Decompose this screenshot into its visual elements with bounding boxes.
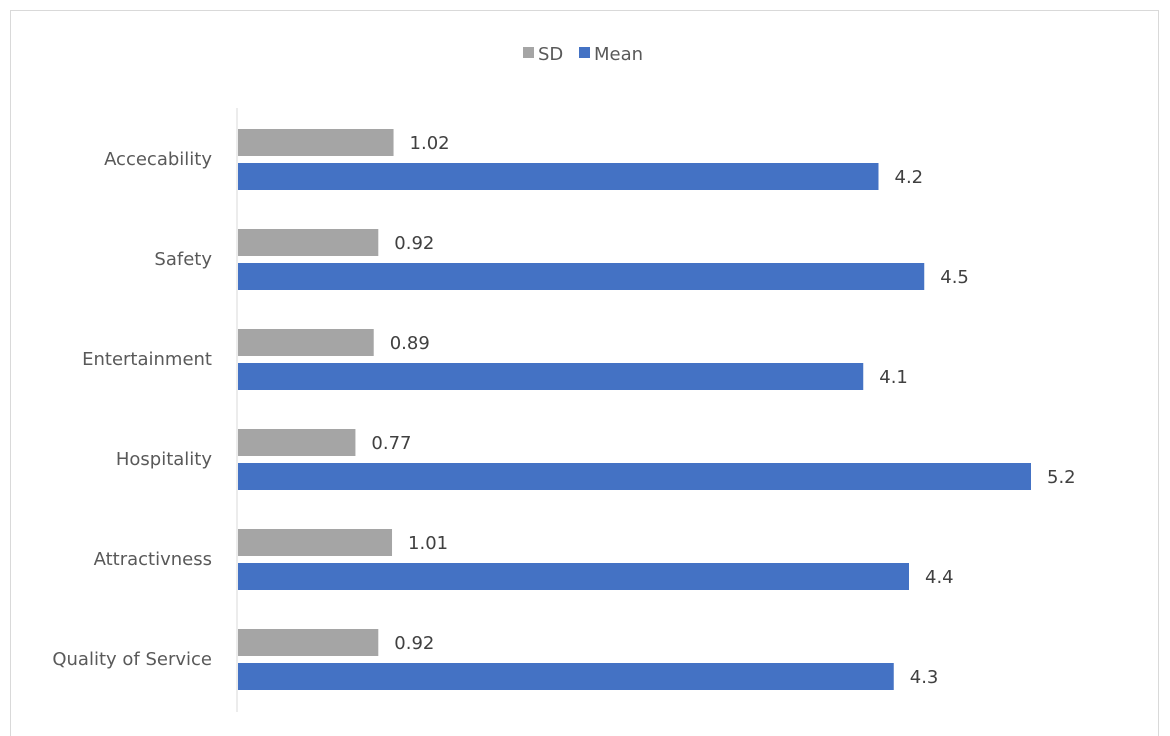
bar-sd-hospitality [238,429,356,456]
bars [238,129,1031,690]
bar-mean-attractivness [238,563,909,590]
value-label-sd: 1.02 [410,133,450,154]
bar-sd-safety [238,229,379,256]
value-label-sd: 0.89 [390,333,430,354]
category-label: Hospitality [116,449,213,470]
bar-sd-accecability [238,129,394,156]
category-label: Accecability [104,149,212,170]
bar-sd-entertainment [238,329,374,356]
value-label-sd: 1.01 [408,533,448,554]
category-label: Attractivness [94,549,212,570]
value-label-sd: 0.92 [394,633,434,654]
category-label: Quality of Service [52,649,212,670]
bar-mean-quality-of-service [238,663,894,690]
legend: SD Mean [523,44,643,65]
value-label-mean: 4.3 [910,667,939,688]
value-label-sd: 0.77 [371,433,411,454]
value-label-mean: 5.2 [1047,467,1076,488]
legend-label-sd: SD [538,44,563,65]
value-label-mean: 4.5 [940,267,969,288]
bar-mean-hospitality [238,463,1031,490]
category-labels: Accecability Safety Entertainment Hospitali… [52,149,212,670]
category-label: Entertainment [82,349,212,370]
value-labels: 1.02 4.2 0.92 4.5 0.89 4.1 0.77 5.2 1.01 4.4 0.92 4… [371,133,1075,688]
value-label-mean: 4.2 [895,167,924,188]
bar-mean-entertainment [238,363,864,390]
value-label-sd: 0.92 [394,233,434,254]
value-label-mean: 4.1 [879,367,908,388]
value-label-mean: 4.4 [925,567,954,588]
category-label: Safety [154,249,212,270]
legend-swatch-mean [579,47,590,58]
bar-mean-accecability [238,163,879,190]
bar-sd-quality-of-service [238,629,379,656]
legend-swatch-sd [523,47,534,58]
bar-sd-attractivness [238,529,393,556]
bar-mean-safety [238,263,925,290]
legend-label-mean: Mean [594,44,643,65]
